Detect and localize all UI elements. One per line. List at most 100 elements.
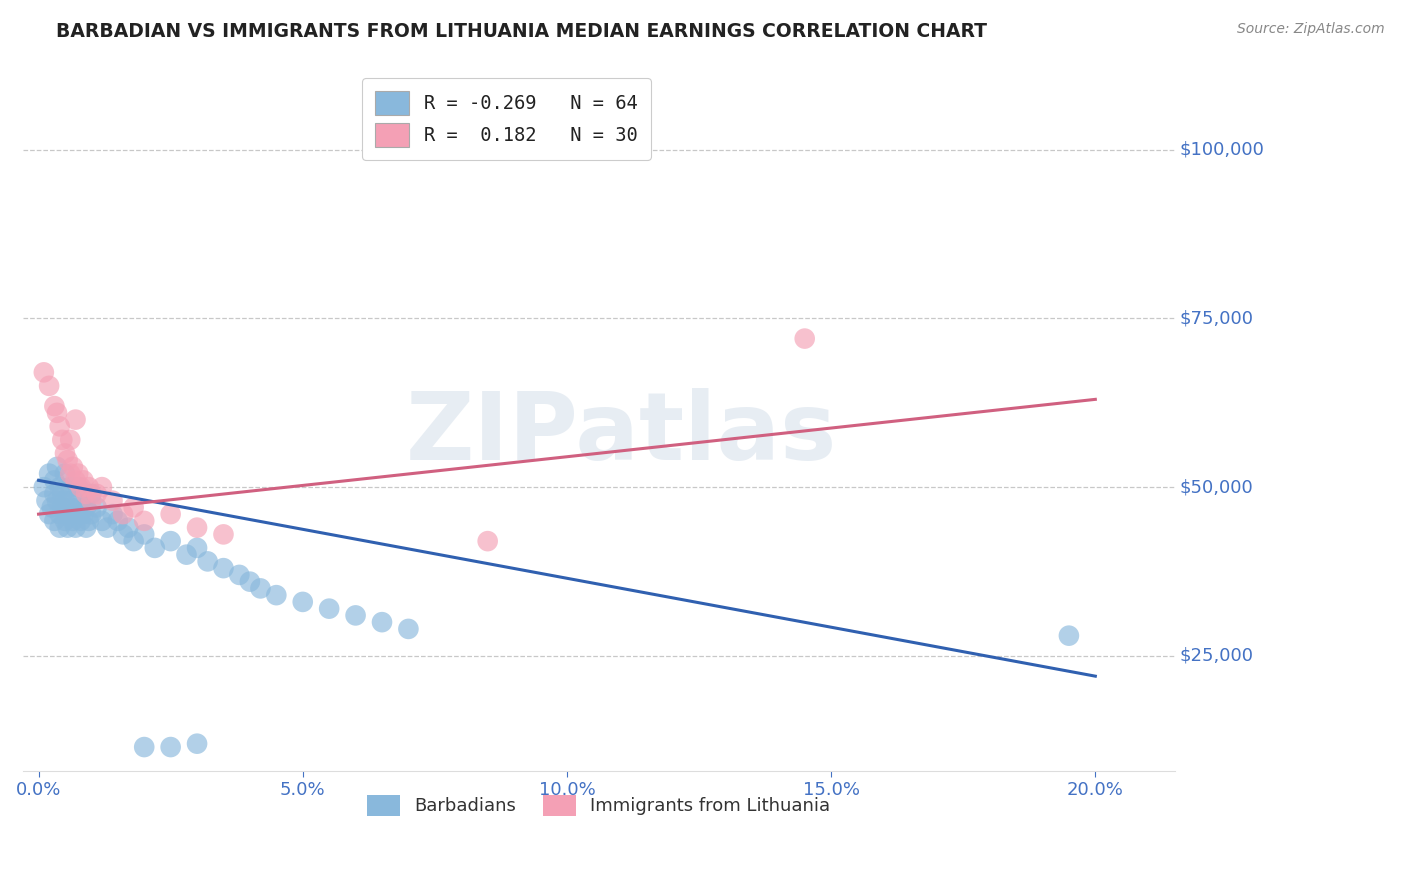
Point bbox=[101, 493, 124, 508]
Point bbox=[477, 534, 499, 549]
Point bbox=[159, 740, 181, 755]
Point bbox=[212, 527, 235, 541]
Point bbox=[65, 474, 87, 488]
Point bbox=[91, 480, 114, 494]
Point bbox=[134, 514, 156, 528]
Point bbox=[249, 582, 271, 596]
Point bbox=[75, 500, 97, 515]
Point bbox=[59, 433, 82, 447]
Point bbox=[67, 467, 90, 481]
Point bbox=[72, 474, 94, 488]
Point bbox=[69, 493, 91, 508]
Point bbox=[112, 507, 135, 521]
Point bbox=[65, 412, 87, 426]
Point bbox=[59, 480, 82, 494]
Point bbox=[67, 500, 90, 515]
Point bbox=[159, 507, 181, 521]
Point bbox=[86, 487, 108, 501]
Point bbox=[38, 467, 60, 481]
Point bbox=[32, 480, 55, 494]
Point bbox=[44, 474, 66, 488]
Point bbox=[53, 446, 76, 460]
Text: BARBADIAN VS IMMIGRANTS FROM LITHUANIA MEDIAN EARNINGS CORRELATION CHART: BARBADIAN VS IMMIGRANTS FROM LITHUANIA M… bbox=[56, 22, 987, 41]
Point bbox=[62, 459, 84, 474]
Point bbox=[1057, 629, 1080, 643]
Point bbox=[228, 568, 250, 582]
Point bbox=[266, 588, 288, 602]
Text: $25,000: $25,000 bbox=[1180, 647, 1254, 665]
Point bbox=[291, 595, 314, 609]
Point bbox=[48, 521, 70, 535]
Point bbox=[59, 467, 82, 481]
Point bbox=[80, 507, 103, 521]
Point bbox=[134, 527, 156, 541]
Point bbox=[134, 740, 156, 755]
Point bbox=[38, 507, 60, 521]
Legend: Barbadians, Immigrants from Lithuania: Barbadians, Immigrants from Lithuania bbox=[359, 786, 839, 825]
Point bbox=[48, 507, 70, 521]
Point bbox=[62, 514, 84, 528]
Point bbox=[86, 500, 108, 515]
Point bbox=[96, 521, 118, 535]
Point bbox=[77, 480, 100, 494]
Point bbox=[107, 514, 129, 528]
Point bbox=[91, 514, 114, 528]
Point bbox=[51, 433, 73, 447]
Point bbox=[65, 521, 87, 535]
Point bbox=[101, 507, 124, 521]
Point bbox=[67, 480, 90, 494]
Point bbox=[143, 541, 166, 555]
Point bbox=[212, 561, 235, 575]
Point bbox=[793, 332, 815, 346]
Point bbox=[69, 480, 91, 494]
Text: $50,000: $50,000 bbox=[1180, 478, 1254, 496]
Point bbox=[112, 527, 135, 541]
Point bbox=[344, 608, 367, 623]
Point bbox=[53, 514, 76, 528]
Point bbox=[44, 514, 66, 528]
Point bbox=[53, 493, 76, 508]
Point bbox=[56, 453, 79, 467]
Point bbox=[44, 399, 66, 413]
Point bbox=[122, 500, 145, 515]
Point bbox=[59, 500, 82, 515]
Point bbox=[75, 487, 97, 501]
Point bbox=[44, 487, 66, 501]
Text: $100,000: $100,000 bbox=[1180, 141, 1265, 159]
Point bbox=[122, 534, 145, 549]
Point bbox=[48, 419, 70, 434]
Text: $75,000: $75,000 bbox=[1180, 310, 1254, 327]
Text: Source: ZipAtlas.com: Source: ZipAtlas.com bbox=[1237, 22, 1385, 37]
Point bbox=[46, 459, 69, 474]
Point bbox=[35, 493, 58, 508]
Point bbox=[38, 379, 60, 393]
Point bbox=[46, 493, 69, 508]
Point bbox=[75, 521, 97, 535]
Point bbox=[48, 480, 70, 494]
Point bbox=[77, 514, 100, 528]
Point bbox=[32, 365, 55, 379]
Point bbox=[186, 521, 208, 535]
Point bbox=[62, 493, 84, 508]
Point bbox=[186, 541, 208, 555]
Point bbox=[80, 493, 103, 508]
Point bbox=[51, 500, 73, 515]
Point bbox=[176, 548, 198, 562]
Point bbox=[318, 601, 340, 615]
Point bbox=[159, 534, 181, 549]
Point bbox=[53, 467, 76, 481]
Point bbox=[239, 574, 262, 589]
Point bbox=[65, 507, 87, 521]
Point bbox=[72, 507, 94, 521]
Point bbox=[80, 487, 103, 501]
Point bbox=[371, 615, 394, 629]
Point bbox=[46, 406, 69, 420]
Point bbox=[117, 521, 139, 535]
Point bbox=[51, 487, 73, 501]
Point bbox=[396, 622, 419, 636]
Text: ZIPatlas: ZIPatlas bbox=[406, 388, 838, 480]
Point bbox=[197, 554, 219, 568]
Point bbox=[69, 514, 91, 528]
Point bbox=[56, 507, 79, 521]
Point bbox=[186, 737, 208, 751]
